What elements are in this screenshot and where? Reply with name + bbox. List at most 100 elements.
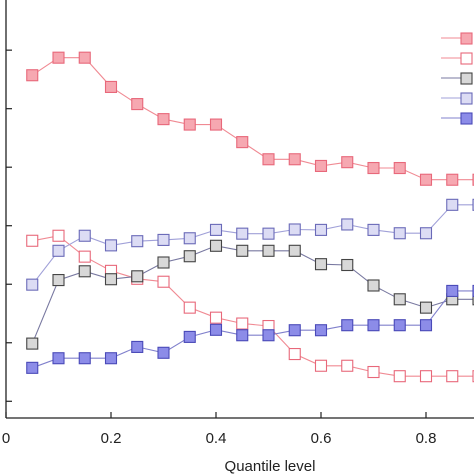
series-5-point: [367, 319, 380, 332]
plot-markers: [26, 51, 474, 383]
series-1-point: [341, 156, 354, 169]
series-4-point: [262, 227, 275, 240]
series-5-point: [236, 329, 249, 342]
series-4-point: [131, 235, 144, 248]
series-2-point: [52, 229, 65, 242]
series-2-point: [157, 275, 170, 288]
series-3-line: [31, 245, 474, 344]
series-1-point: [314, 159, 328, 172]
series-1-point: [367, 161, 380, 175]
x-tick-label: 0: [2, 430, 10, 447]
series-3-point: [288, 244, 301, 257]
y-ticks: [6, 49, 12, 402]
series-4-line: [31, 204, 474, 286]
series-3-point: [209, 239, 223, 252]
series-1-point: [104, 80, 118, 93]
series-3-point: [183, 250, 196, 263]
series-1-point: [446, 173, 459, 186]
series-4-point: [341, 218, 354, 231]
series-3-point: [104, 273, 118, 286]
series-3-point: [78, 265, 91, 278]
x-ticks: 0 0.2 0.4 0.6 0.8: [2, 412, 437, 447]
series-5-point: [104, 352, 118, 365]
series-5-point: [78, 352, 91, 365]
x-tick-label: 0.2: [101, 430, 122, 447]
legend-marker-2: [460, 52, 473, 65]
series-1-point: [183, 118, 196, 131]
series-1-point: [52, 51, 65, 64]
series-2-point: [367, 365, 380, 379]
series-5-point: [393, 319, 406, 332]
series-3-point: [419, 301, 433, 314]
series-1-point: [419, 173, 433, 186]
legend-marker-3: [460, 72, 473, 85]
series-5-point: [157, 346, 170, 359]
series-2-point: [314, 359, 328, 372]
series-1-point: [209, 118, 223, 131]
x-tick-label: 0.6: [311, 430, 332, 447]
series-4-point: [446, 198, 459, 211]
series-2-line: [32, 235, 474, 377]
series-2-point: [393, 370, 406, 383]
series-3-point: [262, 244, 275, 257]
series-2-point: [209, 311, 223, 324]
series-2-point: [183, 301, 196, 314]
series-4-point: [26, 278, 39, 291]
series-3-point: [157, 256, 170, 269]
x-tick-label: 0.8: [416, 430, 437, 447]
series-4-point: [393, 227, 406, 240]
series-1-point: [78, 51, 91, 64]
series-5-point: [288, 324, 301, 337]
series-2-point: [236, 317, 249, 330]
series-1-point: [288, 153, 301, 166]
series-4-point: [104, 239, 118, 252]
series-5-point: [26, 361, 39, 374]
series-4-point: [157, 233, 170, 246]
series-5-point: [52, 352, 65, 365]
series-2-point: [78, 250, 91, 263]
legend-marker-5: [460, 112, 473, 125]
series-5-line: [32, 290, 474, 369]
legend-marker-4: [460, 92, 473, 105]
series-1-point: [236, 136, 249, 149]
series-4-point: [52, 244, 65, 257]
series-1-line: [31, 57, 474, 181]
series-5-point: [209, 323, 223, 336]
series-1-point: [131, 98, 144, 111]
series-2-point: [288, 347, 301, 361]
series-3-point: [341, 258, 354, 272]
series-5-point: [341, 319, 354, 332]
series-5-point: [314, 324, 328, 337]
series-2-point: [419, 370, 433, 383]
series-4-point: [314, 223, 328, 236]
series-4-point: [367, 223, 380, 236]
series-1-point: [393, 161, 406, 175]
series-1-point: [26, 69, 39, 82]
series-4-point: [78, 229, 91, 242]
series-3-point: [393, 293, 406, 306]
x-tick-label: 0.4: [206, 430, 227, 447]
x-axis-title: Quantile level: [225, 458, 316, 474]
series-3-point: [367, 279, 380, 292]
series-1-point: [262, 153, 275, 166]
series-4-point: [236, 227, 249, 240]
series-3-point: [26, 337, 39, 350]
series-5-point: [131, 340, 144, 353]
series-3-point: [52, 274, 65, 287]
series-2-point: [341, 359, 354, 372]
series-1-point: [157, 113, 170, 126]
series-4-point: [288, 223, 301, 236]
series-4-point: [183, 232, 196, 245]
series-2-point: [446, 370, 459, 383]
plot-lines: [31, 57, 474, 377]
series-4-point: [419, 227, 433, 240]
series-5-point: [183, 330, 196, 343]
series-5-point: [419, 319, 433, 332]
series-3-point: [236, 244, 249, 257]
series-5-point: [446, 284, 459, 297]
legend-marker-1: [460, 32, 473, 45]
series-2-point: [26, 234, 39, 247]
series-5-point: [262, 329, 275, 342]
